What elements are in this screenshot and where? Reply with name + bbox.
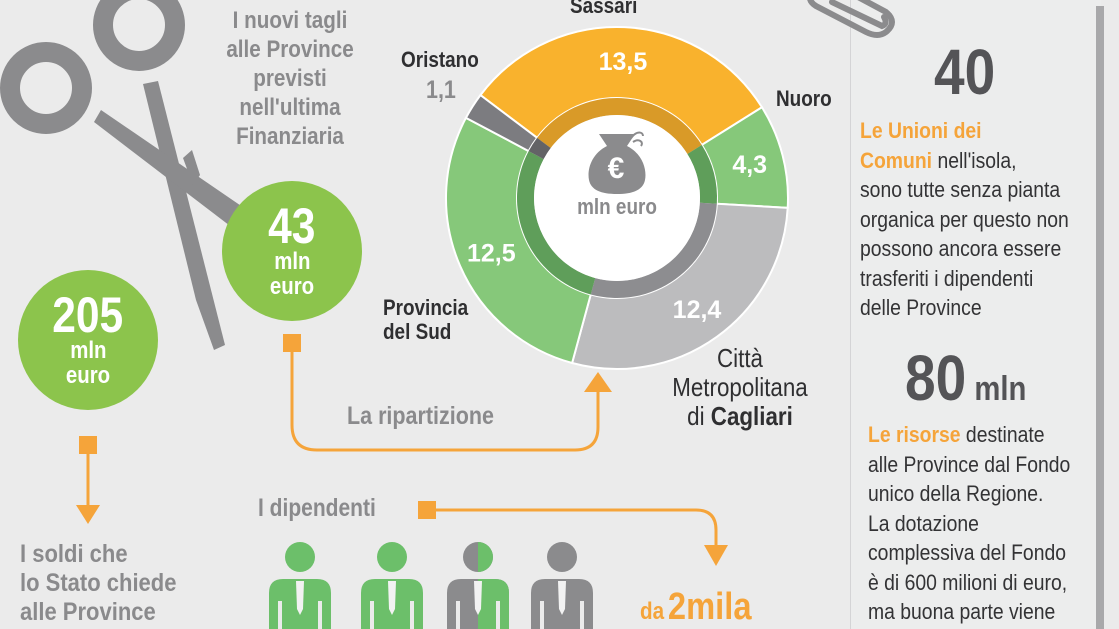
info-panel <box>850 0 1101 629</box>
slice-label-oristano: Oristano <box>401 47 479 72</box>
person-icon <box>269 542 331 629</box>
label-part: Cagliari <box>710 401 793 431</box>
label-part: di <box>687 401 711 431</box>
bubble-unit: mln <box>273 248 311 275</box>
text-line: delle Province <box>860 295 982 320</box>
person-icon <box>447 542 509 629</box>
text-line: sono tutte senza pianta <box>860 177 1061 202</box>
stat-risorse-description: Le risorse destinate alle Province dal F… <box>868 420 1070 627</box>
bubble-cut-amount: 43 mln euro <box>222 181 362 321</box>
donut-slice-inner <box>537 98 702 154</box>
title-line: previsti <box>253 65 327 92</box>
text-line: alle Province dal Fondo <box>868 451 1071 477</box>
highlight: Comuni <box>860 147 933 173</box>
stat-risorse: 80 mln <box>905 346 1026 421</box>
title-line: I nuovi tagli <box>232 7 348 34</box>
text-part: destinate <box>960 422 1045 447</box>
caption-line: lo Stato chiede <box>20 569 177 597</box>
label-line: Metropolitana <box>672 372 808 402</box>
count-prefix: da <box>640 598 665 625</box>
label-line: Provincia <box>383 295 469 320</box>
stat-unit: mln <box>966 370 1027 408</box>
svg-text:mln euro: mln euro <box>577 195 657 220</box>
text-line: Comuni nell'isola, <box>860 146 1069 176</box>
scissors-icon <box>0 0 250 350</box>
bubble-unit: euro <box>65 362 111 389</box>
slice-label-provincia-sud: Provincia del Sud <box>383 296 468 344</box>
slice-value: 12,5 <box>467 239 516 267</box>
connector-start-marker <box>79 436 97 454</box>
title-line: alle Province <box>226 36 354 63</box>
donut-slice-inner <box>528 137 551 160</box>
infographic-title: I nuovi tagli alle Province previsti nel… <box>213 6 368 151</box>
bubble-unit: mln <box>69 337 107 364</box>
text-line: organica per questo non <box>860 206 1069 232</box>
slice-label-sassari: Sassari <box>570 0 638 18</box>
employees-count: da 2mila <box>640 586 751 629</box>
donut-slice-inner <box>517 151 596 295</box>
donut-slice-inner <box>687 144 717 204</box>
connector-start-marker <box>283 334 301 352</box>
employees-label: I dipendenti <box>258 494 376 522</box>
bubble-unit: euro <box>269 273 315 300</box>
slice-label-nuoro: Nuoro <box>776 86 832 111</box>
slice-value: 4,3 <box>732 151 767 179</box>
person-icon <box>361 542 423 629</box>
bubble-value: 205 <box>52 287 124 343</box>
stat-unioni-description: Le Unioni dei Comuni nell'isola, sono tu… <box>860 116 1069 323</box>
text-line: ma buona parte viene <box>868 599 1056 624</box>
text-line: unico della Regione. <box>868 481 1044 506</box>
slice-value: 12,4 <box>673 296 722 324</box>
distribution-label: La ripartizione <box>347 402 494 430</box>
text-line: trasferiti i dipendenti <box>860 265 1034 291</box>
panel-shadow <box>1096 6 1104 629</box>
text-line: Le risorse destinate <box>868 420 1070 450</box>
text-line: complessiva del Fondo <box>868 540 1067 565</box>
text-line: è di 600 milioni di euro, <box>868 569 1068 595</box>
employee-icons <box>269 542 593 629</box>
caption-line: alle Province <box>20 598 156 626</box>
donut-center <box>534 115 700 281</box>
highlight: Le Unioni dei <box>860 118 982 143</box>
connector-start-marker <box>418 501 436 519</box>
text-line: Le Unioni dei <box>860 116 1069 146</box>
label-line: di Cagliari <box>671 402 809 431</box>
distribution-donut-chart: € mln euro 13,5 4,3 12,4 12,5 <box>445 26 789 370</box>
paperclip-icon <box>807 0 895 38</box>
money-bag-euro-icon: € <box>588 131 646 194</box>
title-line: nell'ultima <box>239 94 341 121</box>
title-line: Finanziaria <box>236 123 344 150</box>
bubble-state-request: 205 mln euro <box>18 270 158 410</box>
label-line: Città <box>717 343 763 373</box>
connector-lines <box>76 352 728 566</box>
slice-value: 13,5 <box>599 48 648 76</box>
stat-value: 80 <box>905 342 967 414</box>
text-part: nell'isola, <box>932 147 1017 173</box>
count-value: 2mila <box>667 586 752 628</box>
state-request-caption: I soldi che lo Stato chiede alle Provinc… <box>20 540 176 627</box>
svg-text:€: € <box>608 152 625 185</box>
text-line: possono ancora essere <box>860 236 1062 261</box>
donut-slice-inner <box>590 202 717 298</box>
slice-label-citta-metropolitana: Città Metropolitana di Cagliari <box>671 344 809 431</box>
text-line: La dotazione <box>868 510 979 536</box>
person-icon <box>531 542 593 629</box>
caption-line: I soldi che <box>20 540 128 568</box>
label-line: del Sud <box>383 319 452 344</box>
stat-unioni-comuni: 40 <box>934 36 996 108</box>
highlight: Le risorse <box>868 422 961 447</box>
slice-value-oristano: 1,1 <box>426 76 456 104</box>
bubble-value: 43 <box>268 198 316 254</box>
